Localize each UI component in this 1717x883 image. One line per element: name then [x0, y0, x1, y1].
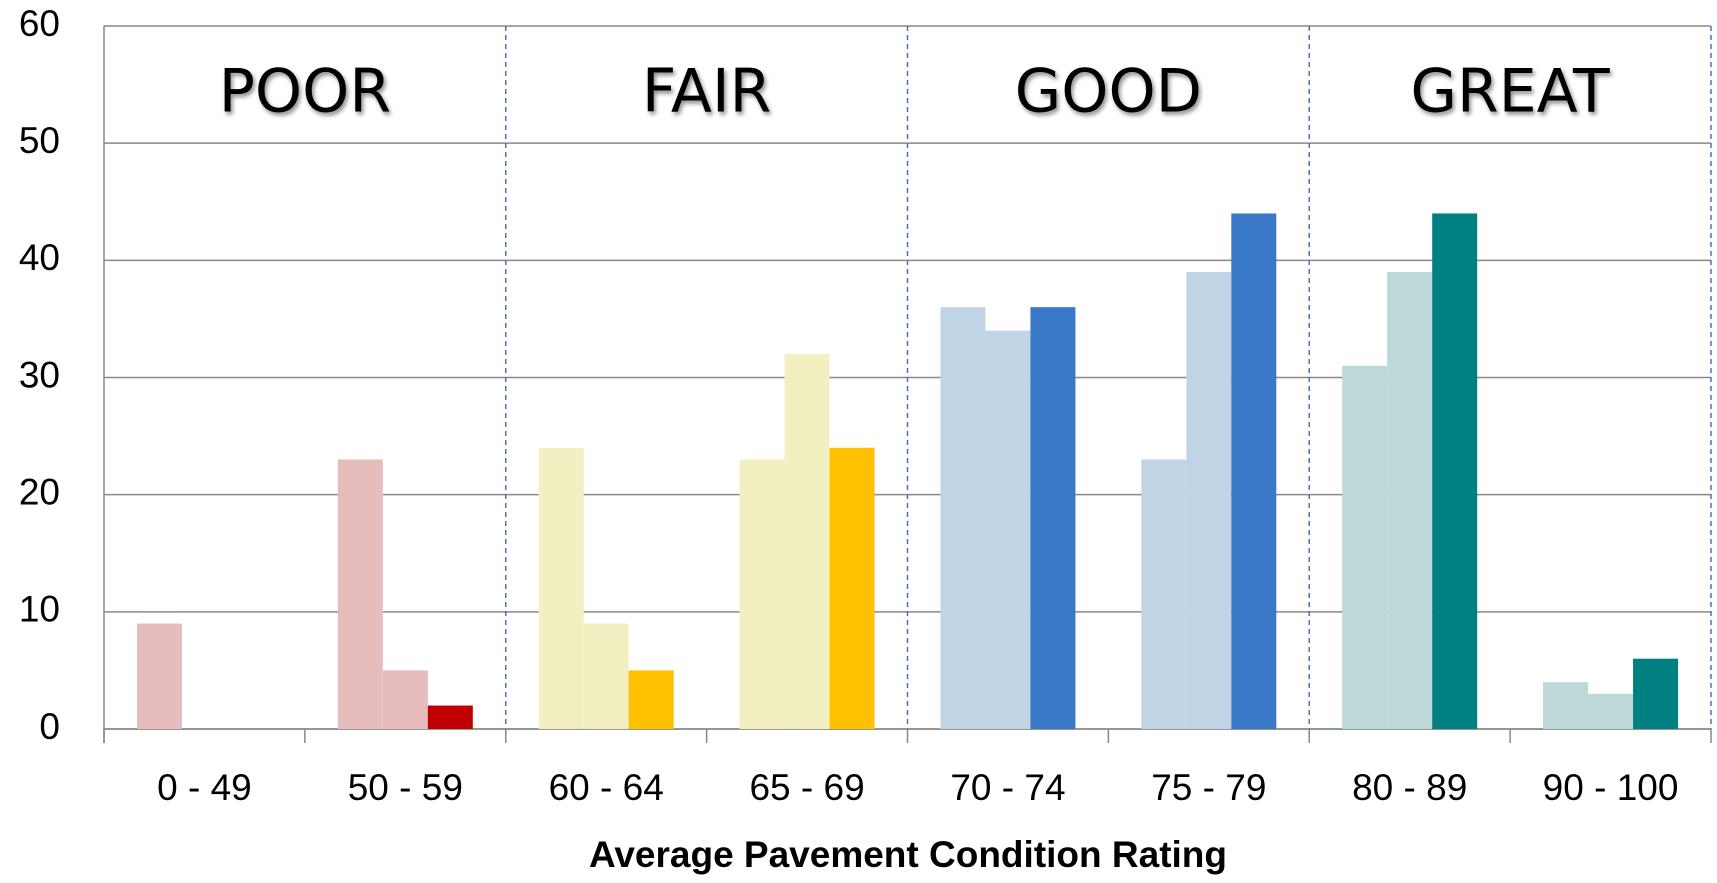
bar	[940, 307, 986, 729]
bar	[1231, 213, 1277, 729]
y-tick-label: 0	[39, 706, 60, 747]
group-label: POOR	[219, 57, 391, 127]
x-tick-label: 80 - 89	[1352, 767, 1467, 808]
bar	[1543, 682, 1589, 729]
x-tick-label: 70 - 74	[950, 767, 1065, 808]
bar	[1186, 272, 1232, 729]
bar	[583, 623, 629, 729]
bar	[628, 670, 674, 729]
group-label: GREAT	[1411, 57, 1610, 127]
bar	[136, 623, 182, 729]
y-tick-label: 30	[19, 354, 60, 395]
group-label: GOOD	[1015, 57, 1202, 127]
bar	[382, 670, 428, 729]
bar	[1588, 693, 1634, 729]
x-tick-label: 90 - 100	[1543, 767, 1679, 808]
bar	[1342, 365, 1388, 729]
x-tick-label: 65 - 69	[749, 767, 864, 808]
x-tick-label: 60 - 64	[549, 767, 664, 808]
group-label: FAIR	[642, 57, 771, 127]
y-tick-label: 50	[19, 120, 60, 161]
bar	[1633, 658, 1679, 729]
x-axis-title: Average Pavement Condition Rating	[589, 834, 1227, 875]
bar	[985, 330, 1031, 729]
bar	[1141, 459, 1187, 729]
y-tick-label: 10	[19, 589, 60, 630]
bar	[829, 447, 875, 729]
x-tick-label: 0 - 49	[157, 767, 252, 808]
y-tick-label: 60	[19, 3, 60, 44]
bar	[337, 459, 383, 729]
bar	[739, 459, 785, 729]
bar	[784, 354, 830, 729]
y-tick-label: 20	[19, 471, 60, 512]
bar	[1030, 307, 1076, 729]
bar	[1432, 213, 1478, 729]
y-tick-label: 40	[19, 237, 60, 278]
bar	[427, 705, 473, 729]
bar	[538, 447, 584, 729]
bar	[1387, 272, 1433, 729]
x-tick-label: 50 - 59	[348, 767, 463, 808]
x-tick-label: 75 - 79	[1151, 767, 1266, 808]
